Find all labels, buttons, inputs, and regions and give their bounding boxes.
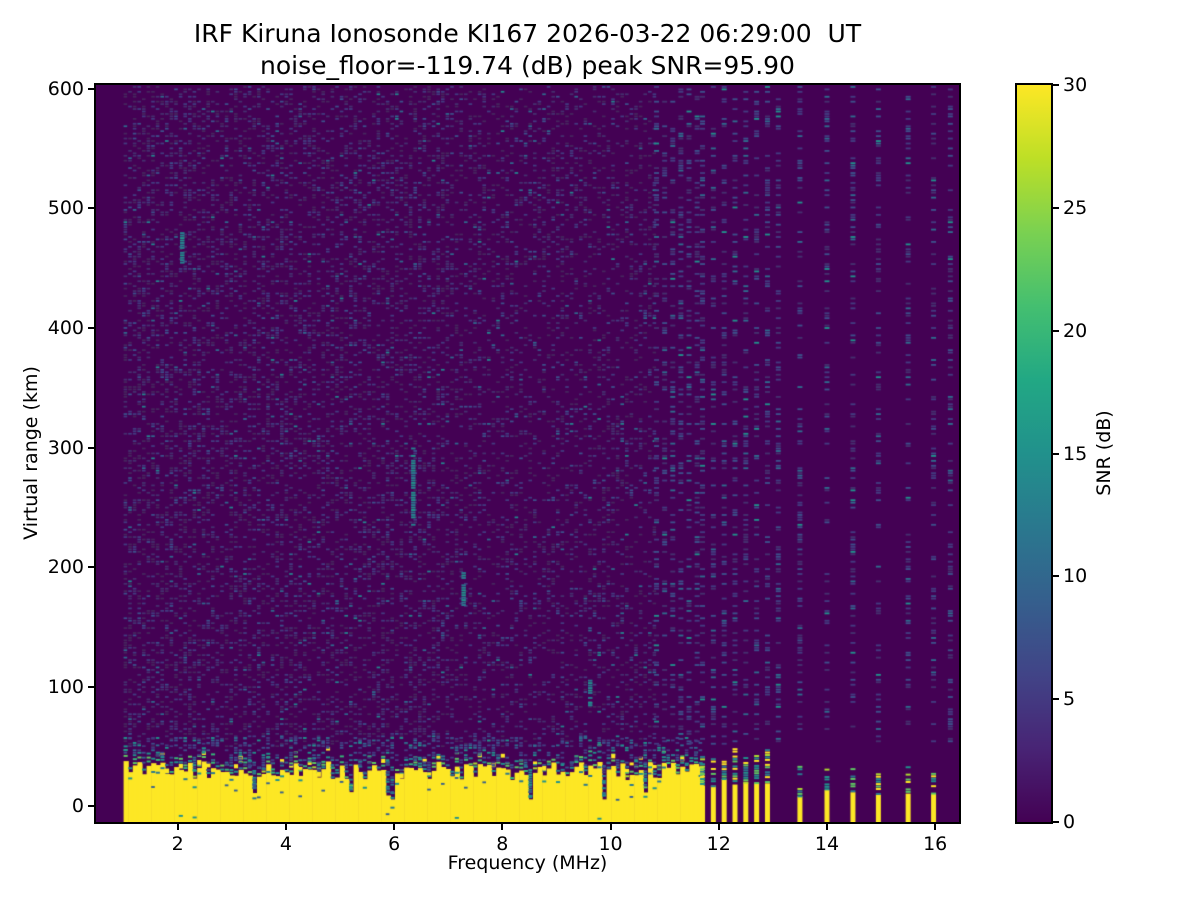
colorbar-tick-mark: [1053, 84, 1059, 86]
colorbar-tick-label: 25: [1063, 196, 1088, 219]
colorbar-tick-mark: [1053, 821, 1059, 823]
colorbar-tick-label: 30: [1063, 74, 1088, 96]
y-tick-label: 500: [47, 197, 84, 220]
x-tick-label: 16: [923, 833, 948, 855]
colorbar: [1015, 83, 1053, 824]
colorbar-tick-mark: [1053, 698, 1059, 701]
figure-title: IRF Kiruna Ionosonde KI167 2026-03-22 06…: [193, 19, 862, 48]
y-tick-mark: [88, 566, 94, 569]
y-tick-label: 100: [47, 675, 84, 698]
y-tick-mark: [88, 326, 94, 329]
y-tick-label: 400: [47, 316, 84, 339]
x-tick-mark: [284, 824, 287, 830]
y-tick-mark: [88, 87, 94, 90]
x-axis-label: Frequency (MHz): [447, 852, 608, 874]
x-tick-mark: [176, 824, 179, 830]
x-tick-mark: [717, 824, 720, 830]
colorbar-tick-label: 0: [1063, 811, 1076, 833]
y-tick-label: 600: [47, 77, 84, 100]
y-tick-mark: [88, 446, 94, 449]
y-tick-mark: [88, 805, 94, 808]
x-tick-label: 8: [496, 833, 509, 855]
x-tick-label: 4: [279, 833, 292, 855]
x-tick-label: 2: [171, 833, 184, 855]
y-tick-mark: [88, 685, 94, 688]
x-tick-label: 6: [388, 833, 401, 855]
colorbar-tick-label: 15: [1063, 442, 1088, 465]
x-tick-mark: [501, 824, 504, 830]
colorbar-tick-label: 10: [1063, 565, 1088, 588]
y-tick-label: 300: [47, 436, 84, 459]
colorbar-tick-mark: [1053, 452, 1059, 455]
colorbar-tick-label: 5: [1063, 688, 1076, 711]
colorbar-tick-mark: [1053, 206, 1059, 209]
colorbar-tick-mark: [1053, 575, 1059, 578]
plot-area: [94, 83, 961, 824]
y-tick-label: 0: [71, 795, 84, 818]
x-tick-mark: [609, 824, 612, 830]
colorbar-label: SNR (dB): [1093, 410, 1115, 496]
x-tick-label: 14: [814, 833, 840, 855]
colorbar-tick-label: 20: [1063, 319, 1088, 342]
colorbar-gradient: [1017, 85, 1051, 822]
y-tick-label: 200: [47, 556, 84, 579]
figure-subtitle: noise_floor=-119.74 (dB) peak SNR=95.90: [260, 51, 795, 80]
colorbar-tick-mark: [1053, 329, 1059, 332]
x-tick-label: 12: [706, 833, 731, 855]
x-tick-mark: [393, 824, 396, 830]
x-tick-mark: [934, 824, 937, 830]
y-tick-mark: [88, 207, 94, 210]
x-tick-label: 10: [598, 833, 623, 855]
x-tick-mark: [825, 824, 828, 830]
heatmap-canvas: [96, 85, 959, 822]
